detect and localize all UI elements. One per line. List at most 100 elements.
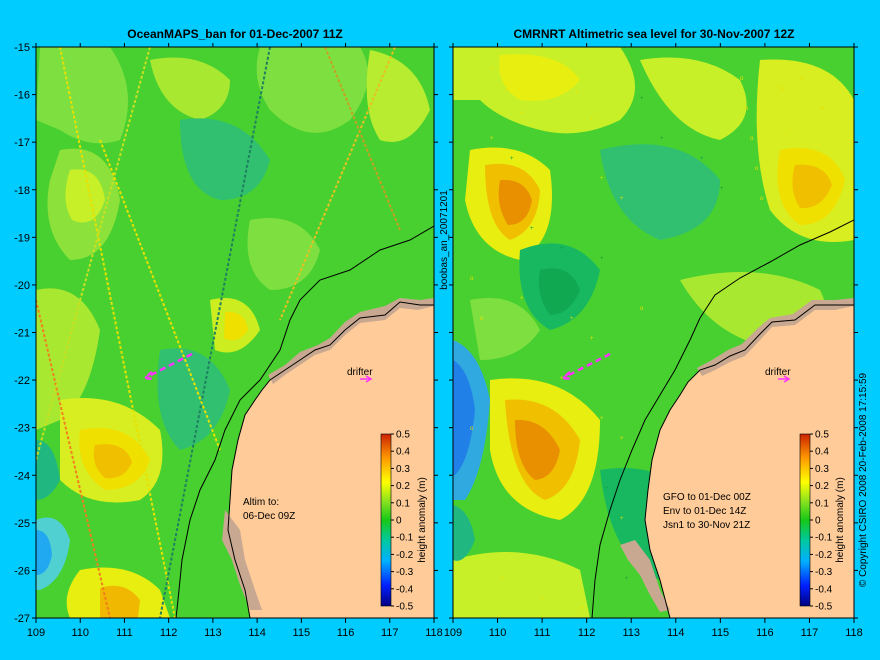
left-colorbar-tick-label: -0.5 xyxy=(396,602,414,613)
left-lat-tick-label: -25 xyxy=(14,518,30,530)
right-lon-tick-label: 109 xyxy=(444,627,462,639)
right-colorbar-tick-label: 0.3 xyxy=(815,464,829,475)
left-lat-tick-label: -18 xyxy=(14,185,30,197)
right-colorbar-tick-label: -0.2 xyxy=(815,550,833,561)
svg-text:+: + xyxy=(500,576,504,582)
left-colorbar-tick-label: 0.3 xyxy=(396,464,410,475)
svg-text:o: o xyxy=(750,136,754,142)
right-axes: 109 110 111 112 113 114 115 116 117 118 xyxy=(444,43,863,639)
svg-text:o: o xyxy=(470,426,474,432)
right-colorbar-label: height anomaly (m) xyxy=(835,477,846,563)
svg-text:o: o xyxy=(790,126,794,132)
left-lon-tick-label: 109 xyxy=(27,627,45,639)
right-map: +++ +++ +++ ooo ooo ooo +++ ooo +++ ++ + … xyxy=(453,47,854,618)
left-axes: 109 110 111 112 113 114 115 116 117 118 -15 -16 -17 -… xyxy=(14,42,443,639)
right-lon-tick-label: 112 xyxy=(578,627,596,639)
left-lon-tick-label: 117 xyxy=(381,627,399,639)
left-lat-tick-label: -16 xyxy=(14,90,30,102)
svg-text:+: + xyxy=(590,116,594,122)
left-colorbar-tick-label: 0 xyxy=(396,516,402,527)
left-colorbar-tick-label: 0.2 xyxy=(396,481,410,492)
svg-text:+: + xyxy=(620,436,624,442)
svg-text:o: o xyxy=(470,276,474,282)
svg-text:+: + xyxy=(620,516,624,522)
left-bathymetry-contour xyxy=(175,225,434,618)
svg-text:o: o xyxy=(740,76,744,82)
right-lon-tick-label: 110 xyxy=(489,627,507,639)
svg-text:+: + xyxy=(620,196,624,202)
svg-text:o: o xyxy=(755,166,759,172)
right-lon-tick-label: 114 xyxy=(667,627,685,639)
right-colorbar-tick-label: 0.1 xyxy=(815,498,829,509)
right-altimeter-points: +++ +++ +++ ooo ooo ooo +++ ooo +++ ++ + … xyxy=(470,66,824,612)
right-drifter-arrow-icon xyxy=(778,375,791,383)
left-lon-tick-label: 114 xyxy=(248,627,266,639)
left-altimeter-tracks xyxy=(36,47,401,618)
left-lat-tick-label: -15 xyxy=(14,42,30,54)
svg-text:+: + xyxy=(720,186,724,192)
svg-text:+: + xyxy=(540,596,544,602)
svg-text:+: + xyxy=(530,226,534,232)
left-lon-tick-label: 116 xyxy=(337,627,355,639)
right-drifter-track xyxy=(560,352,611,381)
svg-text:+: + xyxy=(520,111,524,117)
right-colorbar-tick-label: 0.2 xyxy=(815,481,829,492)
left-colorbar-tick-label: 0.4 xyxy=(396,447,410,458)
svg-text:+: + xyxy=(625,576,629,582)
left-altim-line-1: Altim to: xyxy=(243,497,279,508)
right-drifter-label: drifter xyxy=(765,367,791,378)
left-colorbar-tick-label: -0.2 xyxy=(396,550,414,561)
left-colorbar-label: height anomaly (m) xyxy=(417,477,428,563)
svg-text:+: + xyxy=(560,246,564,252)
left-lat-tick-label: -20 xyxy=(14,280,30,292)
left-lon-tick-label: 110 xyxy=(71,627,89,639)
right-altim-line-1: GFO to 01-Dec 00Z xyxy=(663,492,751,503)
svg-text:+: + xyxy=(505,88,509,94)
svg-text:+: + xyxy=(490,66,494,72)
right-coastline xyxy=(644,304,854,618)
svg-text:o: o xyxy=(480,316,484,322)
left-colorbar: 0.5 0.4 0.3 0.2 0.1 0 -0.1 -0.2 -0.3 -0.4 -0.5 hei… xyxy=(380,430,428,613)
right-altim-line-3: Jsn1 to 30-Nov 21Z xyxy=(663,520,750,531)
svg-text:o: o xyxy=(760,196,764,202)
left-coastline xyxy=(227,301,434,618)
right-colorbar-tick-label: -0.5 xyxy=(815,602,833,613)
svg-text:+: + xyxy=(600,256,604,262)
left-lat-tick-label: -19 xyxy=(14,232,30,244)
left-lat-tick-label: -27 xyxy=(14,613,30,625)
svg-text:+: + xyxy=(700,156,704,162)
right-colorbar-tick-label: -0.4 xyxy=(815,584,833,595)
left-colorbar-tick-label: -0.4 xyxy=(396,584,414,595)
svg-text:o: o xyxy=(800,76,804,82)
left-lat-tick-label: -26 xyxy=(14,565,30,577)
svg-text:+: + xyxy=(570,316,574,322)
right-lon-tick-label: 111 xyxy=(534,627,551,639)
right-lon-tick-label: 118 xyxy=(845,627,863,639)
svg-text:o: o xyxy=(640,306,644,312)
svg-text:+: + xyxy=(560,66,564,72)
right-lon-tick-label: 115 xyxy=(712,627,730,639)
svg-text:+: + xyxy=(575,91,579,97)
left-map: drifter Altim to: 06-Dec 09Z xyxy=(36,47,434,618)
right-shallow-shelf xyxy=(620,298,854,612)
left-shallow-shelf xyxy=(222,298,434,610)
left-anomaly-field xyxy=(36,47,430,618)
right-lon-tick-label: 117 xyxy=(801,627,819,639)
svg-text:+: + xyxy=(560,376,564,382)
right-colorbar-tick-label: -0.3 xyxy=(815,567,833,578)
left-lat-tick-label: -24 xyxy=(14,470,30,482)
copyright-label: © Copyright CSIRO 2008 20-Feb-2008 17:15… xyxy=(858,372,869,587)
left-drifter-track xyxy=(142,352,193,381)
run-id-label: boobas_an_20071201 xyxy=(439,190,450,290)
svg-text:o: o xyxy=(745,106,749,112)
left-lon-tick-label: 112 xyxy=(160,627,178,639)
left-lon-tick-label: 115 xyxy=(293,627,311,639)
svg-text:+: + xyxy=(490,136,494,142)
right-lon-tick-label: 113 xyxy=(622,627,640,639)
svg-text:+: + xyxy=(590,336,594,342)
left-lat-tick-label: -23 xyxy=(14,423,30,435)
right-altim-line-2: Env to 01-Dec 14Z xyxy=(663,506,746,517)
right-colorbar-tick-label: 0.5 xyxy=(815,430,829,441)
right-colorbar-tick-label: -0.1 xyxy=(815,533,833,544)
